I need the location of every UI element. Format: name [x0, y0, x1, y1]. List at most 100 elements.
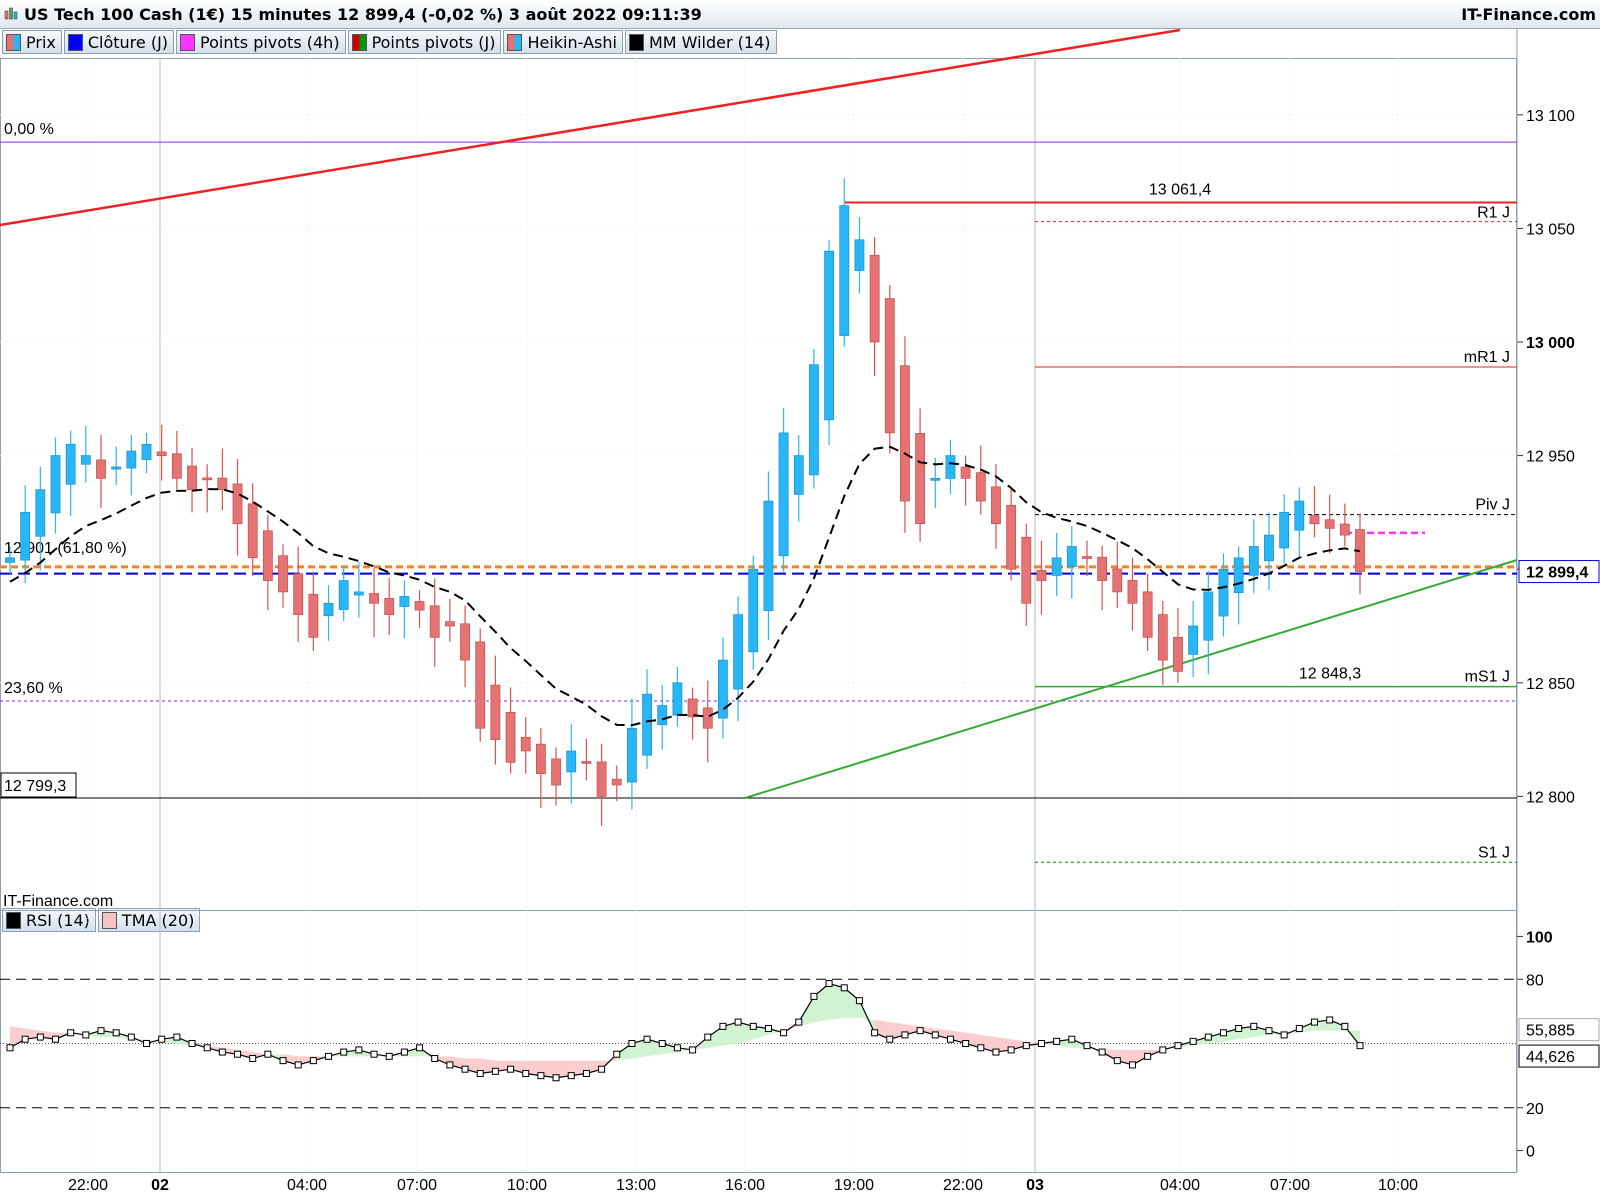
candle-body: [111, 466, 122, 470]
rsi-tma-fill: [798, 996, 814, 1027]
rsi-point: [461, 1065, 469, 1073]
rsi-tma-fill: [980, 1034, 996, 1053]
rsi-point: [82, 1031, 90, 1039]
candle-body: [991, 486, 1001, 525]
candle-body: [1006, 504, 1017, 570]
rsi-tma-fill: [707, 1026, 723, 1048]
rsi-tma-fill: [1299, 1022, 1315, 1033]
rsi-point: [886, 1035, 894, 1043]
candle-body: [642, 693, 652, 756]
rsi-point: [628, 1040, 636, 1047]
legend-main-item-0[interactable]: Prix: [2, 30, 62, 54]
rsi-tma-fill: [1011, 1039, 1027, 1050]
rsi-tma-fill: [25, 1028, 41, 1040]
rsi-tma-fill: [1026, 1041, 1042, 1046]
rsi-tma-fill: [146, 1039, 162, 1044]
rsi-value-label: 44,626: [1526, 1049, 1575, 1066]
candle-body: [718, 659, 728, 719]
candle-body: [278, 555, 288, 593]
legend-main-item-4[interactable]: Heikin-Ashi: [503, 30, 623, 54]
candle-body: [217, 477, 228, 491]
candle-body: [884, 298, 895, 434]
legend-main-item-1[interactable]: Clôture (J): [63, 30, 175, 54]
rsi-tma-fill: [176, 1037, 193, 1046]
legend-rsi-swatch-icon: [101, 911, 117, 929]
candle-body: [1021, 536, 1032, 604]
rsi-tma-fill: [1344, 1026, 1360, 1046]
legend-main-label: Points pivots (J): [371, 32, 496, 52]
x-tick-label: 04:00: [1160, 1177, 1200, 1194]
candle-body: [20, 512, 31, 561]
rsi-tick-label: 20: [1526, 1101, 1544, 1118]
lower-trendline: [744, 559, 1518, 799]
brand-label: IT-Finance.com: [1461, 5, 1596, 24]
candle-body: [126, 450, 137, 469]
upper-trendline: [0, 28, 1181, 227]
rsi-point: [582, 1069, 590, 1077]
rsi-point: [1341, 1022, 1349, 1030]
rsi-tma-fill: [267, 1054, 284, 1061]
rsi-point: [1250, 1022, 1258, 1030]
rsi-tma-fill: [935, 1028, 951, 1040]
candle-body: [1066, 546, 1077, 567]
candle-body: [1142, 591, 1153, 638]
rsi-tma-fill: [1329, 1019, 1345, 1031]
candle-body: [687, 698, 698, 718]
fib-618-label: 12 901 (61,80 %): [4, 540, 127, 557]
legend-main-swatch-icon: [628, 33, 644, 51]
x-tick-label: 22:00: [943, 1177, 983, 1194]
rsi-tma-fill: [40, 1030, 56, 1040]
rsi-point: [840, 984, 848, 992]
rsi-point: [249, 1054, 257, 1062]
x-tick-label: 04:00: [287, 1177, 327, 1194]
candle-body: [65, 443, 76, 485]
rsi-point: [552, 1074, 560, 1082]
legend-rsi-item-1[interactable]: TMA (20): [97, 908, 201, 932]
rsi-tma-fill: [753, 1026, 769, 1040]
rsi-tma-fill: [692, 1037, 708, 1050]
x-tick-label: 07:00: [1270, 1177, 1310, 1194]
low-label-box: [0, 772, 77, 798]
legend-main-item-5[interactable]: MM Wilder (14): [624, 30, 777, 54]
x-tick-label: 02: [151, 1177, 169, 1194]
rsi-tma-fill: [70, 1032, 86, 1035]
rsi-tma-fill: [783, 1022, 799, 1033]
rsi-line: [9, 982, 1361, 1079]
rsi-point: [658, 1040, 666, 1047]
candle-body: [1324, 519, 1335, 529]
legend-main-item-3[interactable]: Points pivots (J): [347, 30, 502, 54]
title-bar: US Tech 100 Cash (1€) 15 minutes 12 899,…: [0, 0, 1600, 29]
ms1-value-label: 12 848,3: [1299, 666, 1361, 683]
y-tick-label: 13 000: [1526, 335, 1575, 352]
candle-body: [1233, 557, 1244, 593]
candle-body: [1248, 546, 1259, 576]
rsi-point: [309, 1057, 317, 1065]
rsi-point: [416, 1044, 424, 1052]
rsi-point: [173, 1033, 181, 1041]
candle-body: [141, 443, 152, 460]
rsi-tma-fill: [1117, 1049, 1133, 1065]
candle-body: [1309, 515, 1320, 525]
candle-body: [839, 205, 850, 336]
rsi-tma-fill: [10, 1026, 26, 1048]
rsi-point: [1068, 1035, 1076, 1043]
rsi-tma-fill: [677, 1047, 693, 1053]
rsi-point: [704, 1033, 712, 1041]
candle-body: [35, 489, 46, 537]
rsi-point: [1159, 1046, 1167, 1054]
fib-236-label: 23,60 %: [4, 680, 63, 697]
legend-rsi-item-0[interactable]: RSI (14): [2, 908, 96, 932]
rsi-point: [1022, 1042, 1030, 1050]
candle-body: [1264, 534, 1274, 562]
candle-body: [156, 451, 167, 456]
candle-body: [535, 743, 546, 775]
rsi-point: [1326, 1016, 1334, 1024]
rsi-tma-fill: [1056, 1039, 1072, 1048]
rsi-tma-fill: [480, 1058, 496, 1074]
x-tick-label: 22:00: [68, 1177, 108, 1194]
legend-main-item-2[interactable]: Points pivots (4h): [176, 30, 346, 54]
candle-body: [1203, 591, 1214, 641]
rsi-tma-fill: [722, 1022, 739, 1046]
legend-main-label: Clôture (J): [87, 32, 169, 52]
